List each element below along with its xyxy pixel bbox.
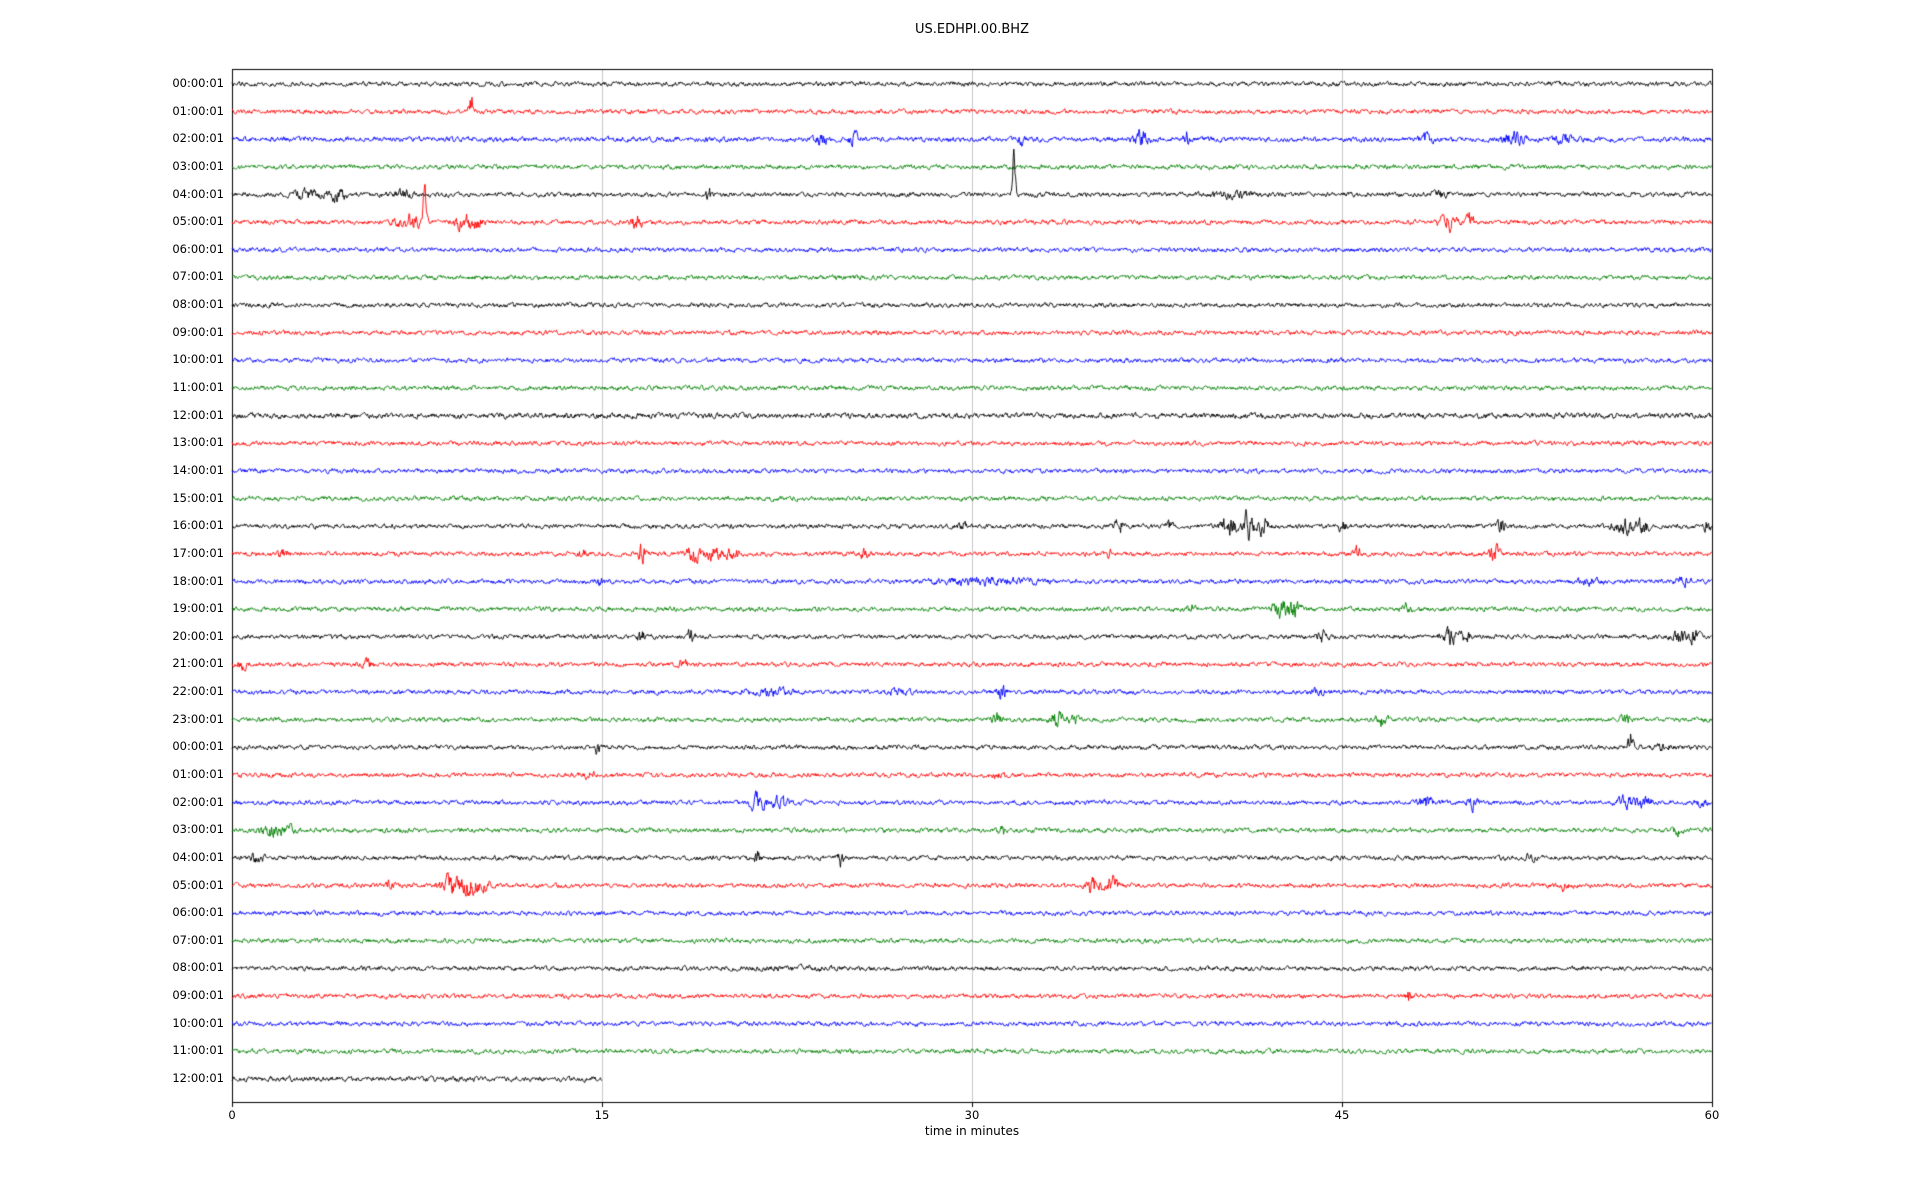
row-label: 05:00:01 [172, 214, 224, 229]
row-label: 14:00:01 [172, 462, 224, 477]
row-label: 06:00:01 [172, 241, 224, 256]
row-label: 07:00:01 [172, 269, 224, 284]
row-label: 16:00:01 [172, 518, 224, 533]
row-label: 10:00:01 [172, 1015, 224, 1030]
row-label: 05:00:01 [172, 877, 224, 892]
row-label: 09:00:01 [172, 324, 224, 339]
row-label: 02:00:01 [172, 131, 224, 146]
row-label: 23:00:01 [172, 711, 224, 726]
x-tick-label: 30 [964, 1108, 980, 1122]
row-label: 02:00:01 [172, 794, 224, 809]
plot-title: US.EDHPI.00.BHZ [915, 22, 1029, 37]
row-label: 00:00:01 [172, 739, 224, 754]
x-tick-label: 0 [228, 1108, 236, 1122]
x-tick-label: 60 [1704, 1108, 1720, 1122]
row-label: 09:00:01 [172, 988, 224, 1003]
row-label: 06:00:01 [172, 905, 224, 920]
row-label: 12:00:01 [172, 407, 224, 422]
row-label: 19:00:01 [172, 601, 224, 616]
row-label: 10:00:01 [172, 352, 224, 367]
row-label: 18:00:01 [172, 573, 224, 588]
row-label: 08:00:01 [172, 297, 224, 312]
row-label: 20:00:01 [172, 628, 224, 643]
row-label: 22:00:01 [172, 684, 224, 699]
row-label: 01:00:01 [172, 766, 224, 781]
row-label: 11:00:01 [172, 380, 224, 395]
x-axis-label: time in minutes [924, 1124, 1020, 1138]
row-label: 12:00:01 [172, 1071, 224, 1085]
row-label: 13:00:01 [172, 435, 224, 450]
row-label: 03:00:01 [172, 822, 224, 837]
row-label: 15:00:01 [172, 490, 224, 505]
row-label: 17:00:01 [172, 545, 224, 560]
row-label: 07:00:01 [172, 932, 224, 947]
row-label: 03:00:01 [172, 158, 224, 173]
row-label: 04:00:01 [172, 186, 224, 201]
row-label: 00:00:01 [172, 76, 224, 90]
row-label: 04:00:01 [172, 849, 224, 864]
row-label: 21:00:01 [172, 656, 224, 671]
row-label: 01:00:01 [172, 103, 224, 118]
row-label: 11:00:01 [172, 1043, 224, 1058]
x-tick-label: 45 [1334, 1108, 1350, 1122]
row-label: 08:00:01 [172, 960, 224, 975]
x-tick-label: 15 [594, 1108, 610, 1122]
